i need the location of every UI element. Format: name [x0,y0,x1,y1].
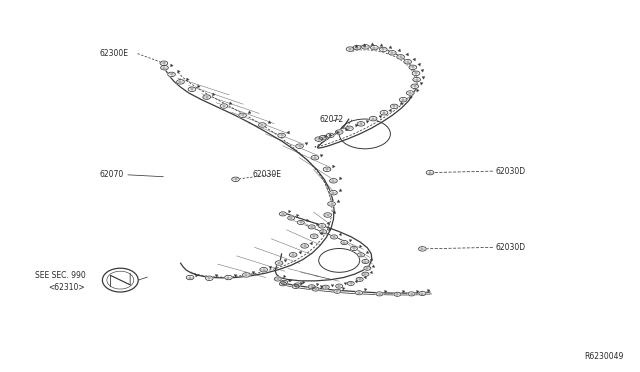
Circle shape [278,133,285,138]
Circle shape [362,260,369,263]
Circle shape [220,104,228,108]
Circle shape [275,277,282,281]
Circle shape [288,216,294,220]
Text: 62072: 62072 [320,115,344,124]
Circle shape [426,170,434,175]
Circle shape [406,91,414,95]
Circle shape [312,287,319,291]
Text: 62030D: 62030D [496,167,526,176]
Circle shape [334,289,341,293]
Circle shape [292,284,300,289]
Circle shape [411,84,419,89]
Circle shape [330,179,337,183]
Circle shape [328,202,335,206]
Circle shape [280,212,287,216]
Circle shape [419,247,426,251]
Circle shape [412,71,420,76]
Text: SEE SEC. 990: SEE SEC. 990 [35,271,86,280]
Circle shape [243,273,250,277]
Circle shape [289,253,297,257]
Circle shape [356,278,364,281]
Circle shape [390,104,398,109]
Circle shape [346,126,353,131]
Circle shape [168,72,175,77]
Circle shape [177,80,184,84]
Circle shape [225,275,232,280]
Circle shape [232,177,239,182]
Circle shape [413,77,420,82]
Circle shape [315,137,323,141]
Circle shape [186,275,194,280]
Circle shape [323,285,329,289]
Circle shape [331,235,338,239]
Circle shape [239,113,246,118]
Circle shape [348,281,355,286]
Circle shape [371,45,378,50]
Circle shape [394,292,401,296]
Circle shape [336,284,343,288]
Circle shape [356,291,362,295]
Circle shape [380,47,387,52]
Circle shape [308,285,315,289]
Circle shape [160,61,168,65]
Circle shape [205,276,213,280]
Circle shape [397,55,404,59]
Circle shape [301,244,308,248]
Circle shape [419,292,426,295]
Circle shape [351,247,357,251]
Circle shape [357,122,365,126]
Circle shape [324,213,332,217]
Circle shape [203,95,211,99]
Text: 62030E: 62030E [253,170,282,179]
Circle shape [362,272,369,276]
Circle shape [280,282,287,286]
Circle shape [281,280,288,284]
Circle shape [409,65,417,70]
Text: 62300E: 62300E [99,49,128,58]
Circle shape [259,123,266,127]
Circle shape [376,292,383,296]
Circle shape [357,253,365,257]
Circle shape [404,60,412,64]
Circle shape [341,241,348,245]
Circle shape [296,144,303,148]
Circle shape [310,234,318,238]
Circle shape [311,155,319,160]
Circle shape [161,65,168,70]
Circle shape [380,110,388,115]
Circle shape [408,292,415,296]
Circle shape [362,45,369,49]
Circle shape [275,261,283,265]
Circle shape [319,135,327,140]
Circle shape [388,51,396,55]
Circle shape [318,224,326,228]
Circle shape [326,133,334,138]
Circle shape [369,116,377,121]
Circle shape [335,130,343,134]
Circle shape [323,167,331,171]
Circle shape [353,45,361,50]
Circle shape [364,266,371,270]
Circle shape [260,267,268,272]
Circle shape [399,97,407,102]
Circle shape [294,283,301,287]
Text: R6230049: R6230049 [584,352,624,361]
Circle shape [308,225,315,229]
Text: <62310>: <62310> [48,283,84,292]
Circle shape [320,230,326,234]
Circle shape [346,47,354,51]
Circle shape [297,220,304,224]
Circle shape [330,190,337,195]
Text: 62030D: 62030D [496,243,526,252]
Circle shape [188,87,196,92]
Text: 62070: 62070 [99,170,124,179]
